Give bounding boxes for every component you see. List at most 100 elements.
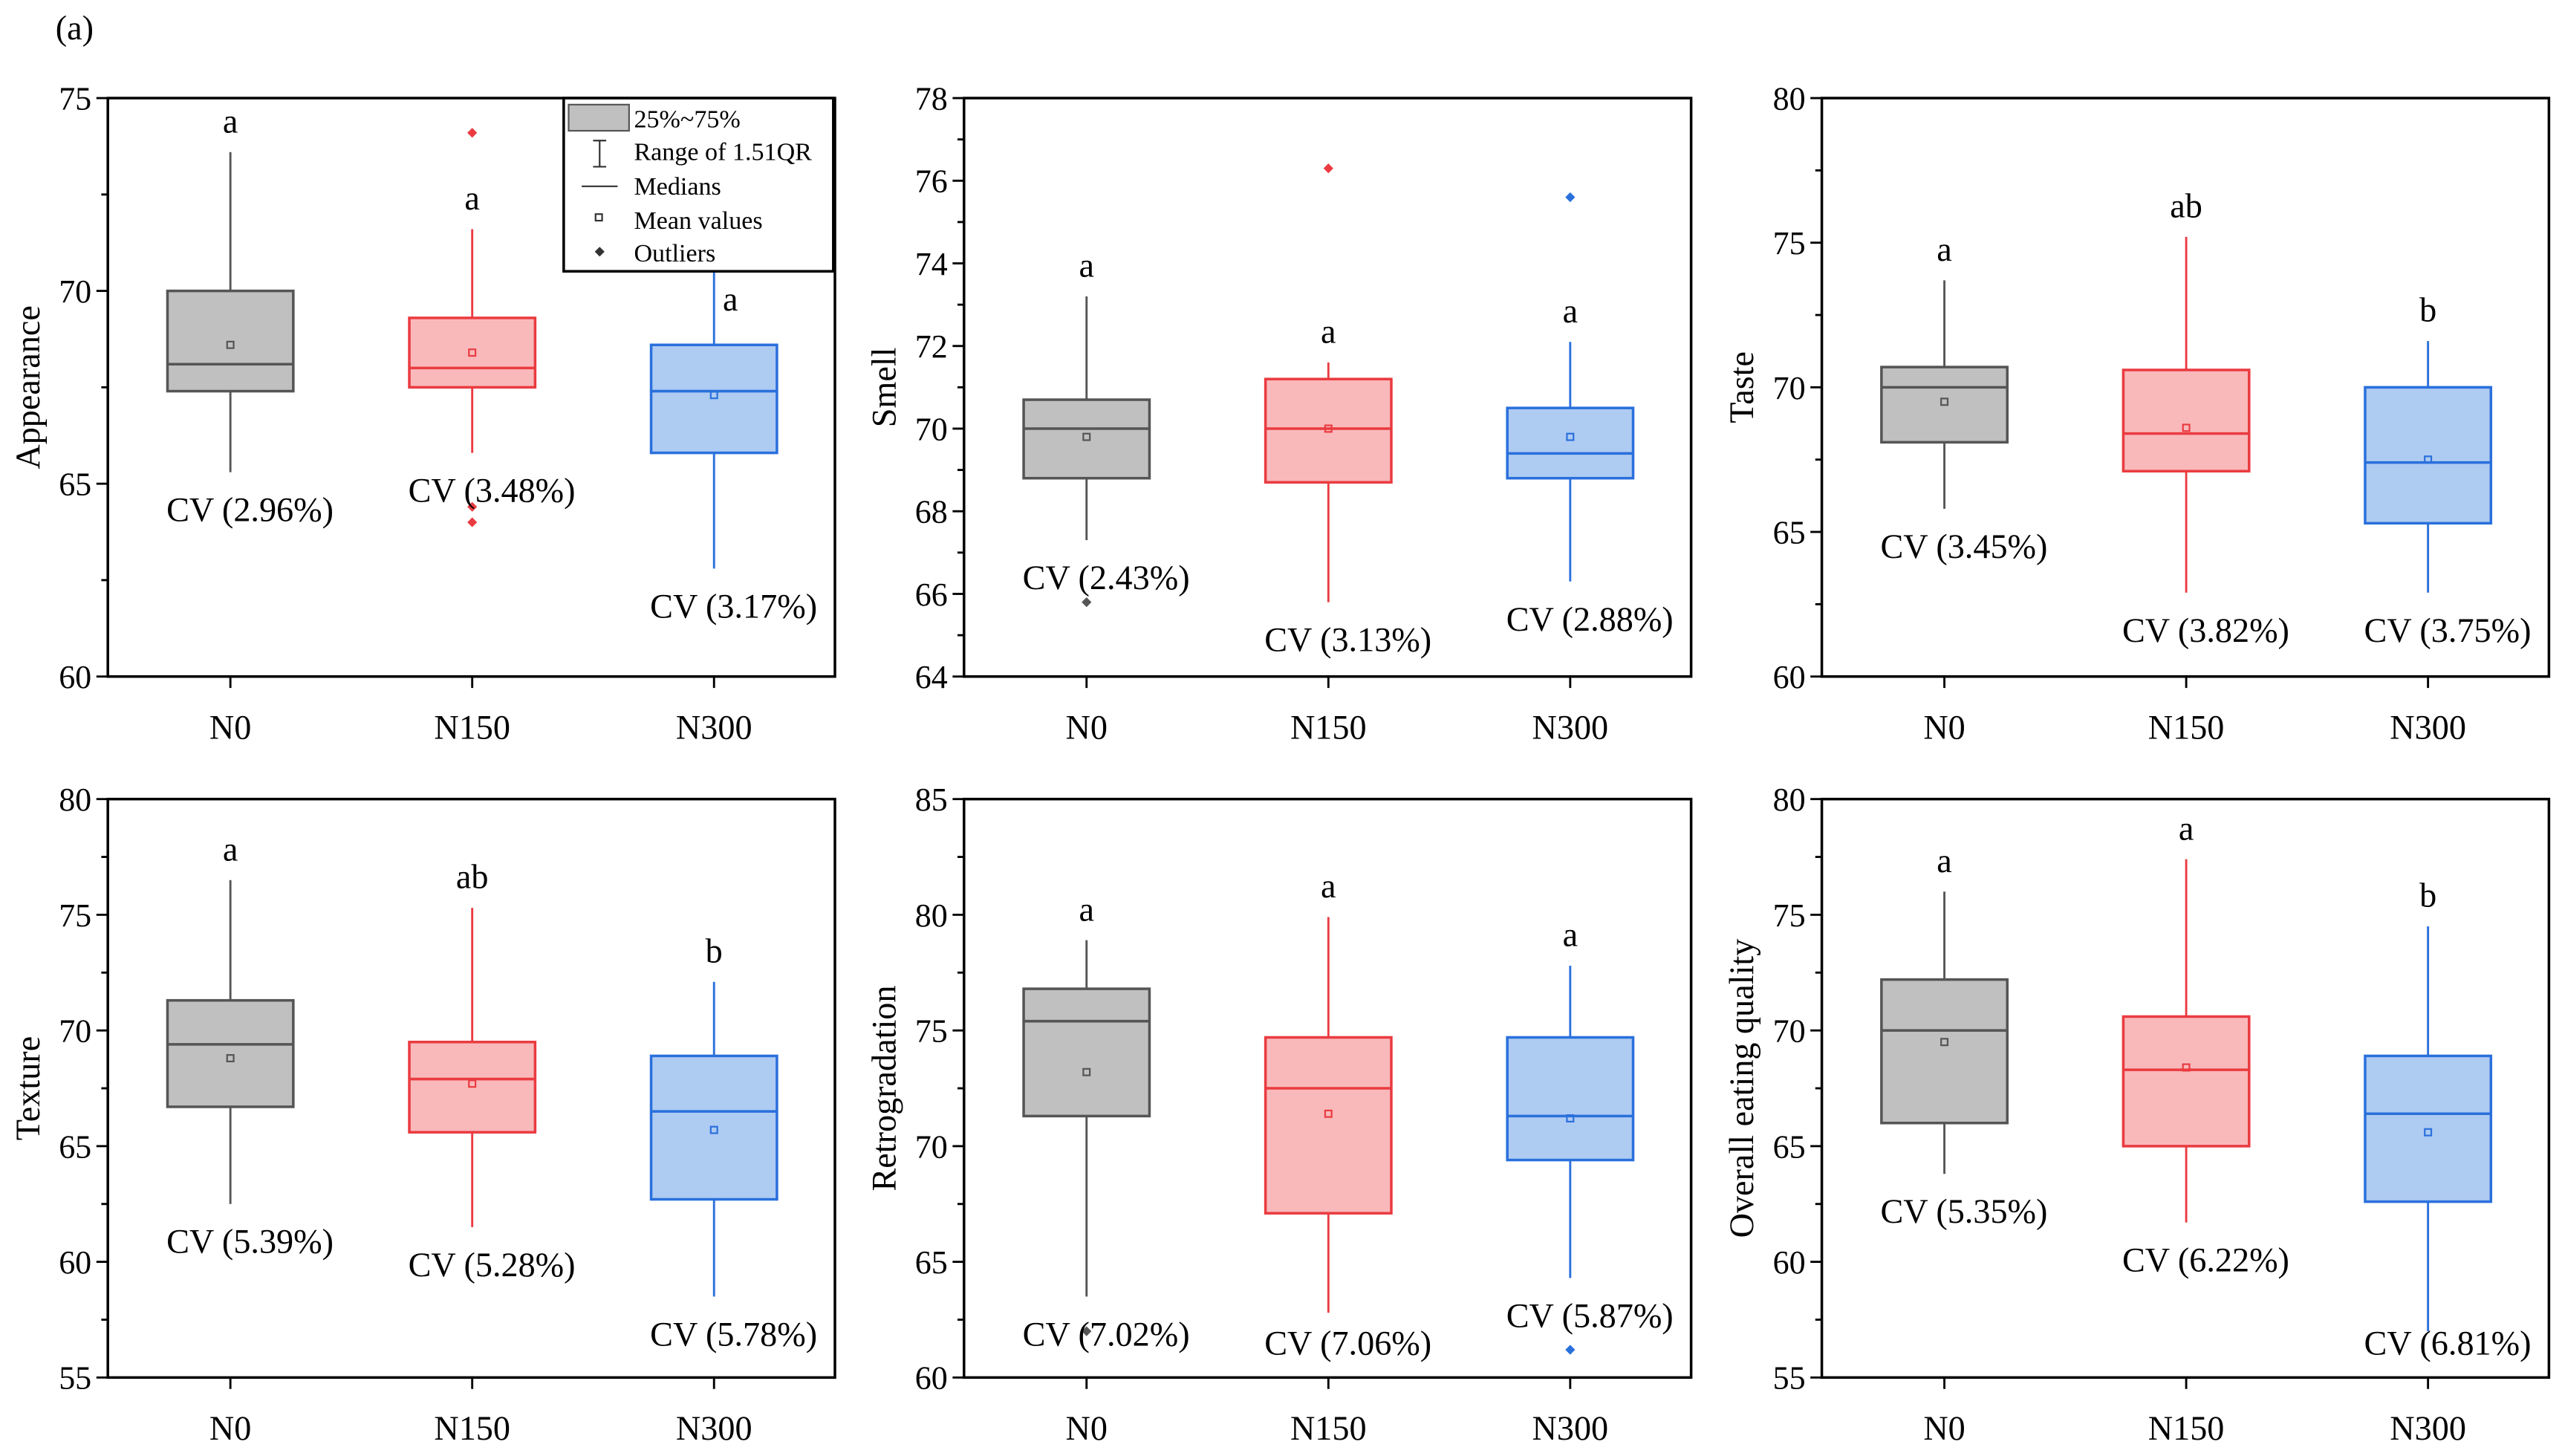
significance-letter: a bbox=[1563, 916, 1579, 954]
y-tick-label: 55 bbox=[1773, 1360, 1806, 1397]
x-tick-label: N0 bbox=[209, 1409, 251, 1447]
box-n0: N0 a CV (3.45%) bbox=[1880, 230, 2047, 746]
mean-marker bbox=[468, 348, 477, 357]
x-tick-label: N150 bbox=[1290, 708, 1367, 746]
legend: 25%~75% Range of 1.51QR Medians Mean val… bbox=[562, 97, 835, 273]
y-axis-title: Taste bbox=[1723, 351, 1760, 423]
significance-letter: a bbox=[1321, 313, 1336, 351]
y-tick-label: 66 bbox=[915, 576, 948, 613]
box-n300: N300 a CV (2.88%) bbox=[1506, 192, 1674, 746]
outlier-point bbox=[467, 128, 478, 138]
legend-item-medians: Medians bbox=[634, 173, 721, 201]
cv-label: CV (3.17%) bbox=[650, 587, 817, 625]
figure-label: (a) bbox=[56, 9, 94, 47]
legend-box-swatch bbox=[568, 103, 630, 132]
cv-label: CV (5.39%) bbox=[166, 1223, 334, 1261]
y-tick-label: 70 bbox=[915, 1128, 948, 1165]
box-n0: N0 a CV (5.39%) bbox=[166, 830, 334, 1447]
y-axis-title: Smell bbox=[865, 347, 903, 427]
cv-label: CV (3.13%) bbox=[1264, 621, 1431, 659]
box-n300: N300 b CV (6.81%) bbox=[2364, 877, 2532, 1447]
box-n150: N150 ab CV (3.82%) bbox=[2122, 187, 2289, 746]
mean-marker bbox=[2424, 455, 2433, 464]
outlier-point bbox=[1082, 597, 1092, 608]
box-n300: N300 a CV (5.87%) bbox=[1506, 916, 1674, 1447]
significance-letter: a bbox=[1563, 292, 1579, 330]
y-tick-label: 75 bbox=[1773, 225, 1806, 261]
cv-label: CV (6.22%) bbox=[2122, 1241, 2289, 1279]
box-n150: N150 a CV (7.06%) bbox=[1264, 867, 1431, 1447]
box-n300: N300 b CV (3.75%) bbox=[2364, 291, 2532, 746]
y-tick-label: 80 bbox=[915, 897, 948, 934]
y-tick-label: 75 bbox=[1773, 897, 1806, 934]
mean-marker bbox=[468, 1079, 477, 1088]
box-n300: N300 b CV (5.78%) bbox=[649, 932, 817, 1447]
iqr-box bbox=[1880, 978, 2009, 1125]
significance-letter: a bbox=[223, 102, 238, 140]
x-tick-label: N300 bbox=[1532, 708, 1609, 746]
significance-letter: a bbox=[1937, 842, 1952, 880]
outlier-point bbox=[467, 501, 478, 512]
mean-marker bbox=[2182, 423, 2191, 432]
box-n300: N300 a CV (3.17%) bbox=[649, 271, 817, 746]
mean-marker bbox=[2182, 1063, 2191, 1072]
mean-marker bbox=[1940, 397, 1949, 406]
iqr-box bbox=[1880, 365, 2009, 444]
legend-outlier-icon bbox=[594, 247, 605, 257]
y-tick-label: 60 bbox=[1773, 659, 1806, 695]
y-tick-label: 68 bbox=[915, 494, 948, 530]
legend-mean-icon bbox=[594, 213, 603, 222]
significance-letter: a bbox=[1321, 867, 1336, 905]
mean-marker bbox=[1324, 1109, 1333, 1118]
y-tick-label: 65 bbox=[915, 1244, 948, 1281]
y-tick-label: 55 bbox=[59, 1360, 91, 1397]
x-tick-label: N300 bbox=[1532, 1409, 1609, 1447]
outlier-point bbox=[467, 517, 478, 527]
y-tick-label: 80 bbox=[59, 781, 91, 818]
y-tick-label: 75 bbox=[59, 897, 91, 934]
cv-label: CV (3.45%) bbox=[1880, 527, 2047, 565]
x-tick-label: N0 bbox=[1923, 1409, 1965, 1447]
panel-taste: 60 65 70 75 80 Taste N0 a CV (3.45%) N150 ab CV (3.… bbox=[1723, 80, 2551, 746]
significance-letter: a bbox=[1079, 890, 1094, 928]
y-tick-label: 65 bbox=[1773, 1128, 1806, 1165]
y-tick-label: 60 bbox=[915, 1360, 948, 1397]
y-tick-label: 70 bbox=[59, 273, 91, 310]
significance-letter: b bbox=[706, 932, 723, 969]
cv-label: CV (7.02%) bbox=[1023, 1315, 1190, 1353]
x-tick-label: N0 bbox=[1066, 1409, 1108, 1447]
legend-item-mean: Mean values bbox=[634, 207, 762, 235]
cv-label: CV (7.06%) bbox=[1264, 1325, 1431, 1362]
y-axis-title: Texture bbox=[9, 1036, 47, 1140]
x-tick-label: N0 bbox=[1923, 708, 1965, 746]
mean-marker bbox=[226, 340, 235, 349]
panel-overall-eating-quality: 55 60 65 70 75 80 Overall eating quality N0 a CV … bbox=[1723, 781, 2551, 1447]
x-tick-label: N0 bbox=[209, 708, 251, 746]
x-tick-label: N150 bbox=[1290, 1409, 1367, 1447]
significance-letter: b bbox=[2419, 291, 2436, 329]
outlier-point bbox=[1565, 1345, 1576, 1355]
x-tick-label: N300 bbox=[676, 708, 752, 746]
y-tick-label: 65 bbox=[1773, 514, 1806, 550]
significance-letter: a bbox=[723, 280, 738, 318]
box-n0: N0 a CV (5.35%) bbox=[1880, 842, 2047, 1447]
iqr-box bbox=[166, 998, 295, 1108]
mean-marker bbox=[709, 1125, 718, 1134]
y-tick-label: 60 bbox=[1773, 1244, 1806, 1281]
mean-marker bbox=[226, 1054, 235, 1063]
x-tick-label: N300 bbox=[2390, 708, 2466, 746]
mean-marker bbox=[1082, 432, 1091, 441]
y-tick-label: 75 bbox=[915, 1013, 948, 1050]
box-n150: N150 ab CV (5.28%) bbox=[408, 858, 576, 1447]
y-tick-label: 80 bbox=[1773, 80, 1806, 117]
y-tick-label: 65 bbox=[59, 1128, 91, 1165]
cv-label: CV (3.82%) bbox=[2122, 611, 2289, 649]
y-tick-label: 70 bbox=[915, 411, 948, 447]
box-n150: N150 a CV (3.48%) bbox=[408, 128, 576, 746]
box-n0: N0 a CV (7.02%) bbox=[1022, 890, 1190, 1447]
iqr-box bbox=[2122, 368, 2251, 473]
box-n0: N0 a CV (2.43%) bbox=[1022, 247, 1190, 746]
y-axis-title: Appearance bbox=[9, 305, 47, 469]
